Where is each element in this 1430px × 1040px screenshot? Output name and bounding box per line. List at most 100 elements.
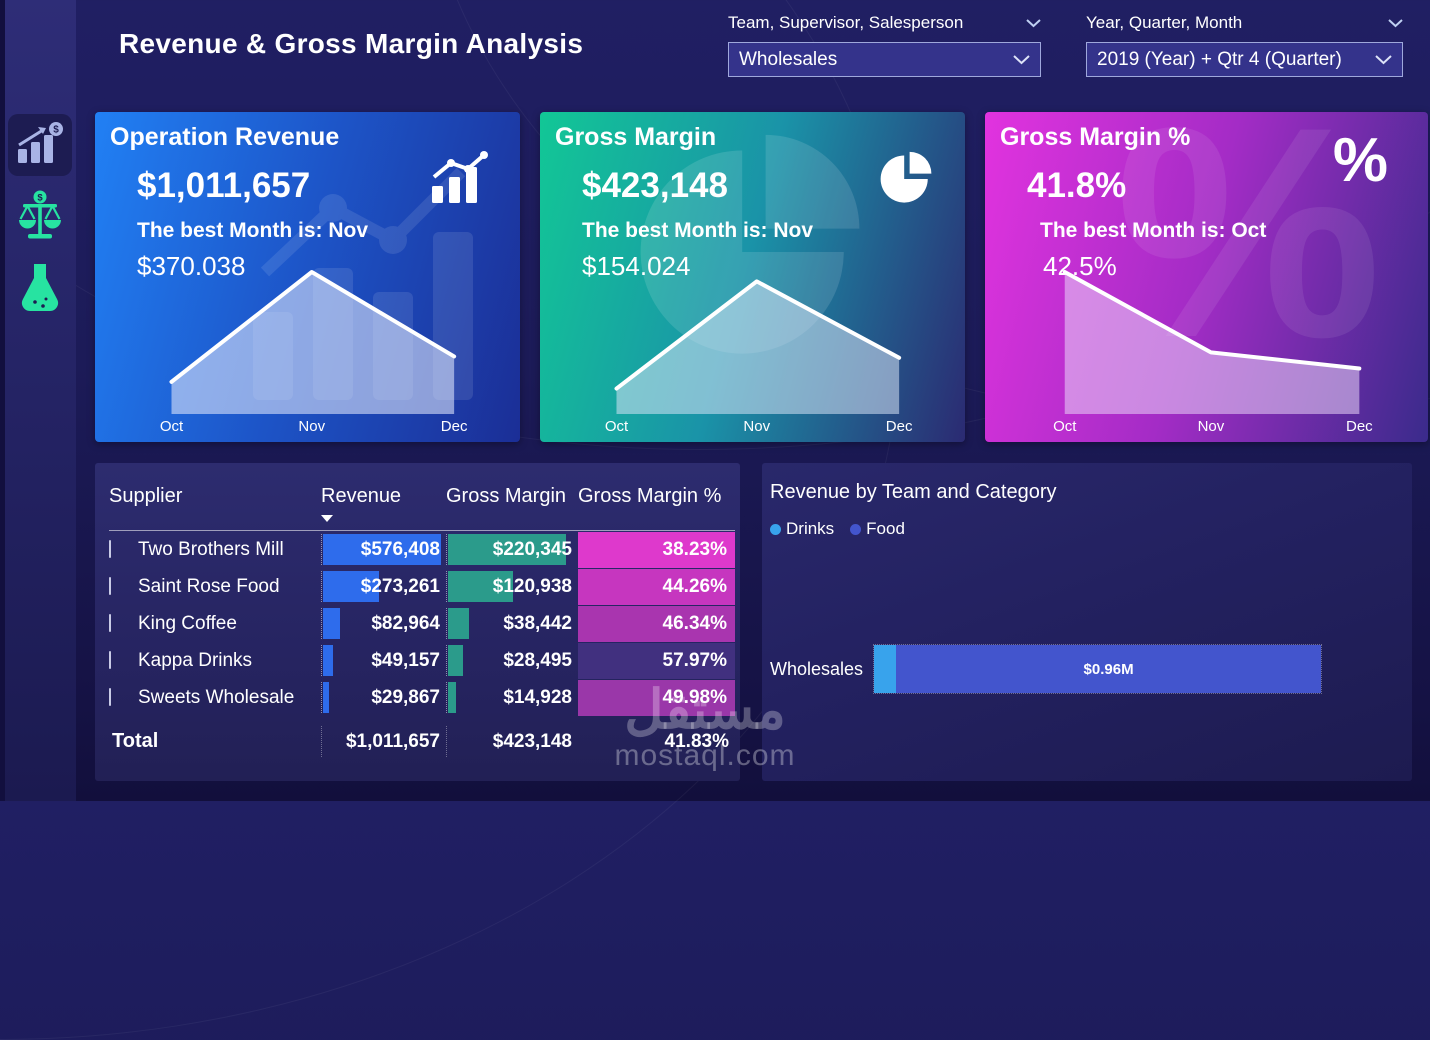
pct-cell: 57.97% [578, 642, 735, 679]
table-total-row: Total $1,011,657 $423,148 41.83% [109, 720, 735, 762]
revenue-bar [323, 682, 330, 713]
kpi-sparkline [1062, 270, 1362, 414]
legend-dot [850, 523, 862, 535]
filter-period-value: 2019 (Year) + Qtr 4 (Quarter) [1097, 48, 1342, 70]
legend-item-food[interactable]: Food [850, 519, 905, 539]
sparkline-month-labels: Oct Nov Dec [159, 418, 468, 435]
revenue-value: $273,261 [360, 576, 440, 597]
gross-margin-cell: $38,442 [446, 608, 578, 639]
chevron-down-icon [1375, 49, 1392, 71]
kpi-card-gross-margin-pct: % Gross Margin % 41.8% The best Month is… [985, 112, 1428, 442]
stacked-bar: $0.96M [873, 644, 1322, 694]
table-row[interactable]: Two Brothers Mill $576,408 $220,345 38.2… [109, 531, 735, 568]
sidebar: $ $ [0, 0, 76, 801]
legend-dot [770, 523, 781, 535]
chart-bar-row: Wholesales $0.96M [770, 644, 1322, 694]
pct-cell: 46.34% [578, 605, 735, 642]
pct-value: 49.98% [662, 686, 727, 708]
gm-value: $120,938 [492, 576, 572, 597]
kpi-best-value: $370.038 [137, 251, 246, 281]
table-header-row: Supplier Revenue Gross Margin Gross Marg… [109, 479, 735, 531]
filter-team: Team, Supervisor, Salesperson Wholesales [728, 13, 1041, 77]
column-header-gross-margin[interactable]: Gross Margin [446, 485, 567, 507]
pct-value: 46.34% [662, 612, 727, 634]
balance-scale-icon: $ [17, 190, 63, 249]
kpi-best-value: 42.5% [1043, 251, 1117, 281]
supplier-name: Kappa Drinks [138, 649, 253, 671]
supplier-name: Saint Rose Food [138, 575, 280, 597]
expand-row-icon[interactable] [109, 650, 111, 669]
gross-margin-cell: $220,345 [446, 534, 578, 565]
gm-value: $14,928 [503, 687, 572, 708]
column-header-revenue[interactable]: Revenue [321, 485, 446, 522]
supplier-table-panel: Supplier Revenue Gross Margin Gross Marg… [95, 463, 740, 781]
kpi-best-month: The best Month is: Oct [1040, 219, 1267, 242]
expand-row-icon[interactable] [109, 613, 111, 632]
percent-icon: % [1332, 126, 1388, 195]
expand-row-icon[interactable] [109, 539, 111, 558]
total-gross-margin-pct: 41.83% [664, 730, 729, 752]
revenue-bar-chart-icon: $ [16, 121, 64, 170]
total-label: Total [112, 729, 159, 752]
bar-segment-food[interactable]: $0.96M [896, 645, 1321, 693]
kpi-sparkline [614, 279, 902, 414]
svg-text:$: $ [53, 124, 59, 135]
expand-row-icon[interactable] [109, 576, 111, 595]
column-header-gross-margin-pct[interactable]: Gross Margin % [578, 485, 722, 507]
filter-team-header[interactable]: Team, Supervisor, Salesperson [728, 13, 1041, 33]
filter-team-value: Wholesales [739, 48, 838, 70]
category-label: Wholesales [770, 658, 864, 679]
legend-label: Drinks [786, 519, 835, 538]
sidebar-item-balance-page[interactable]: $ [8, 190, 72, 249]
kpi-title: Operation Revenue [110, 123, 340, 151]
gm-bar [448, 534, 566, 565]
revenue-cell: $273,261 [321, 571, 446, 602]
revenue-bar [323, 571, 379, 602]
filter-period-label: Year, Quarter, Month [1086, 13, 1243, 32]
sidebar-item-lab-page[interactable] [8, 262, 72, 319]
revenue-bar [323, 645, 334, 676]
column-header-supplier[interactable]: Supplier [109, 485, 183, 507]
pct-cell: 49.98% [578, 679, 735, 716]
gm-value: $28,495 [503, 650, 572, 671]
gm-bar [448, 608, 469, 639]
table-row[interactable]: Sweets Wholesale $29,867 $14,928 49.98% [109, 679, 735, 716]
kpi-best-month: The best Month is: Nov [137, 219, 368, 242]
revenue-cell: $49,157 [321, 645, 446, 676]
pct-cell: 38.23% [578, 531, 735, 568]
sidebar-item-revenue-page[interactable]: $ [8, 114, 72, 176]
table-row[interactable]: Kappa Drinks $49,157 $28,495 57.97% [109, 642, 735, 679]
legend-item-drinks[interactable]: Drinks [770, 519, 834, 539]
sparkline-month-labels: Oct Nov Dec [1053, 418, 1373, 435]
kpi-sparkline [169, 270, 457, 414]
revenue-value: $576,408 [360, 539, 440, 560]
chevron-down-icon[interactable] [1388, 13, 1403, 33]
bar-segment-drinks[interactable] [874, 645, 897, 693]
kpi-title: Gross Margin [555, 123, 717, 151]
table-row[interactable]: King Coffee $82,964 $38,442 46.34% [109, 605, 735, 642]
total-gross-margin: $423,148 [446, 725, 578, 757]
revenue-value: $49,157 [371, 650, 440, 671]
chevron-down-icon[interactable] [1026, 13, 1041, 33]
svg-text:$: $ [37, 193, 43, 204]
gm-bar [448, 645, 464, 676]
pct-value: 38.23% [662, 538, 727, 560]
supplier-name: Sweets Wholesale [138, 686, 295, 708]
kpi-card-gross-margin: Gross Margin $423,148 The best Month is:… [540, 112, 965, 442]
page-edge [0, 0, 5, 801]
gross-margin-cell: $14,928 [446, 682, 578, 713]
page-title: Revenue & Gross Margin Analysis [119, 28, 584, 59]
kpi-best-month: The best Month is: Nov [582, 219, 813, 242]
revenue-cell: $29,867 [321, 682, 446, 713]
revenue-by-team-chart-panel: Revenue by Team and Category Drinks Food … [762, 463, 1412, 781]
revenue-value: $82,964 [371, 613, 440, 634]
revenue-cell: $82,964 [321, 608, 446, 639]
gross-margin-cell: $120,938 [446, 571, 578, 602]
kpi-title: Gross Margin % [1000, 123, 1191, 151]
filter-period-header[interactable]: Year, Quarter, Month [1086, 13, 1403, 33]
table-row[interactable]: Saint Rose Food $273,261 $120,938 44.26% [109, 568, 735, 605]
filter-period-dropdown[interactable]: 2019 (Year) + Qtr 4 (Quarter) [1086, 42, 1403, 77]
expand-row-icon[interactable] [109, 687, 111, 706]
filter-team-dropdown[interactable]: Wholesales [728, 42, 1041, 77]
revenue-bar [323, 608, 340, 639]
